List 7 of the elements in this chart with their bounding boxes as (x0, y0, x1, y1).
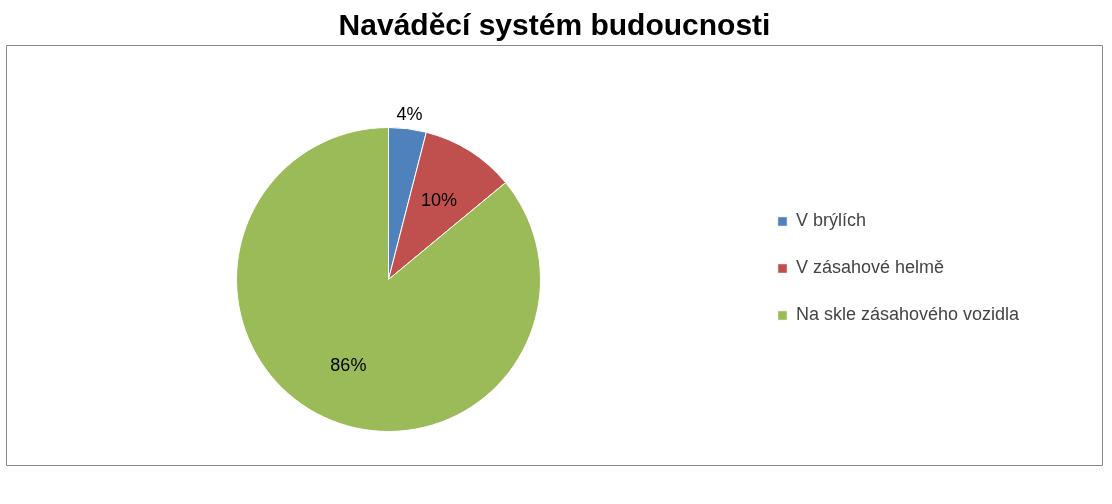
legend-label: V zásahové helmě (796, 257, 945, 278)
legend-label: V brýlích (796, 210, 867, 231)
data-label: 10% (420, 189, 458, 210)
legend-label: Na skle zásahového vozidla (796, 304, 1020, 325)
chart-title: Naváděcí systém budoucnosti (338, 7, 771, 41)
data-label: 4% (396, 103, 423, 124)
data-label: 86% (330, 354, 367, 375)
